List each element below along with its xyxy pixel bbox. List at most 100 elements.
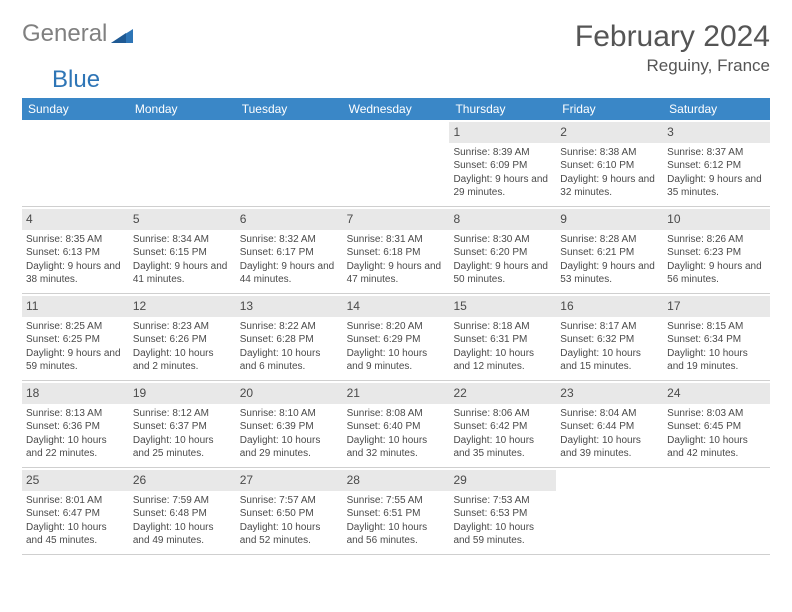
day-number-row: 27 [236, 470, 343, 491]
day-number: 27 [240, 473, 253, 487]
sunrise-text: Sunrise: 7:53 AM [453, 494, 552, 508]
day-number-row: 16 [556, 296, 663, 317]
logo-triangle-icon [111, 25, 133, 43]
sunrise-text: Sunrise: 8:03 AM [667, 407, 766, 421]
day-cell: 23Sunrise: 8:04 AMSunset: 6:44 PMDayligh… [556, 381, 663, 467]
sunrise-text: Sunrise: 8:26 AM [667, 233, 766, 247]
daylight-text: Daylight: 10 hours and 9 minutes. [347, 347, 446, 374]
day-cell [556, 468, 663, 554]
sunset-text: Sunset: 6:36 PM [26, 420, 125, 434]
daylight-text: Daylight: 10 hours and 45 minutes. [26, 521, 125, 548]
daylight-text: Daylight: 9 hours and 29 minutes. [453, 173, 552, 200]
day-number: 8 [453, 212, 460, 226]
daylight-text: Daylight: 9 hours and 56 minutes. [667, 260, 766, 287]
daylight-text: Daylight: 10 hours and 56 minutes. [347, 521, 446, 548]
daylight-text: Daylight: 10 hours and 32 minutes. [347, 434, 446, 461]
sunrise-text: Sunrise: 8:06 AM [453, 407, 552, 421]
month-title: February 2024 [575, 20, 770, 54]
sunset-text: Sunset: 6:45 PM [667, 420, 766, 434]
day-number: 15 [453, 299, 466, 313]
sunrise-text: Sunrise: 8:31 AM [347, 233, 446, 247]
daylight-text: Daylight: 9 hours and 44 minutes. [240, 260, 339, 287]
day-number-row: 25 [22, 470, 129, 491]
sunrise-text: Sunrise: 8:32 AM [240, 233, 339, 247]
sunset-text: Sunset: 6:32 PM [560, 333, 659, 347]
day-cell: 10 Sunrise: 8:26 AMSunset: 6:23 PMDayligh… [663, 207, 770, 293]
daylight-text: Daylight: 10 hours and 29 minutes. [240, 434, 339, 461]
day-cell: 1Sunrise: 8:39 AMSunset: 6:09 PMDaylight… [449, 120, 556, 206]
daylight-text: Daylight: 10 hours and 42 minutes. [667, 434, 766, 461]
day-cell: 4Sunrise: 8:35 AMSunset: 6:13 PMDaylight… [22, 207, 129, 293]
day-cell: 5Sunrise: 8:34 AMSunset: 6:15 PMDaylight… [129, 207, 236, 293]
sunset-text: Sunset: 6:51 PM [347, 507, 446, 521]
day-number: 18 [26, 386, 39, 400]
week-row: 1Sunrise: 8:39 AMSunset: 6:09 PMDaylight… [22, 120, 770, 207]
day-header: Friday [556, 98, 663, 120]
daylight-text: Daylight: 10 hours and 59 minutes. [453, 521, 552, 548]
day-cell: 7Sunrise: 8:31 AMSunset: 6:18 PMDaylight… [343, 207, 450, 293]
sunset-text: Sunset: 6:37 PM [133, 420, 232, 434]
logo-text-blue: Blue [52, 66, 100, 93]
day-number: 22 [453, 386, 466, 400]
day-number-row: 15 [449, 296, 556, 317]
day-number-row: 9 [556, 209, 663, 230]
day-cell: 26Sunrise: 7:59 AMSunset: 6:48 PMDayligh… [129, 468, 236, 554]
day-number: 9 [560, 212, 567, 226]
day-number: 20 [240, 386, 253, 400]
calendar-body: 1Sunrise: 8:39 AMSunset: 6:09 PMDaylight… [22, 120, 770, 555]
day-cell: 15Sunrise: 8:18 AMSunset: 6:31 PMDayligh… [449, 294, 556, 380]
sunrise-text: Sunrise: 8:23 AM [133, 320, 232, 334]
day-number: 17 [667, 299, 680, 313]
sunrise-text: Sunrise: 8:17 AM [560, 320, 659, 334]
day-number-row: 23 [556, 383, 663, 404]
sunset-text: Sunset: 6:39 PM [240, 420, 339, 434]
sunset-text: Sunset: 6:23 PM [667, 246, 766, 260]
sunrise-text: Sunrise: 8:08 AM [347, 407, 446, 421]
daylight-text: Daylight: 9 hours and 53 minutes. [560, 260, 659, 287]
day-cell: 11Sunrise: 8:25 AMSunset: 6:25 PMDayligh… [22, 294, 129, 380]
day-number-row: 12 [129, 296, 236, 317]
day-cell [22, 120, 129, 206]
day-number: 13 [240, 299, 253, 313]
sunset-text: Sunset: 6:13 PM [26, 246, 125, 260]
daylight-text: Daylight: 9 hours and 41 minutes. [133, 260, 232, 287]
day-header: Saturday [663, 98, 770, 120]
sunset-text: Sunset: 6:25 PM [26, 333, 125, 347]
sunset-text: Sunset: 6:31 PM [453, 333, 552, 347]
sunrise-text: Sunrise: 8:12 AM [133, 407, 232, 421]
daylight-text: Daylight: 10 hours and 49 minutes. [133, 521, 232, 548]
day-number: 14 [347, 299, 360, 313]
sunset-text: Sunset: 6:09 PM [453, 159, 552, 173]
sunset-text: Sunset: 6:29 PM [347, 333, 446, 347]
day-number-row: 11 [22, 296, 129, 317]
day-cell: 3Sunrise: 8:37 AMSunset: 6:12 PMDaylight… [663, 120, 770, 206]
daylight-text: Daylight: 9 hours and 50 minutes. [453, 260, 552, 287]
day-header: Wednesday [343, 98, 450, 120]
logo-text-gray: General [22, 20, 107, 48]
day-number: 2 [560, 125, 567, 139]
day-number: 10 [667, 212, 680, 226]
sunrise-text: Sunrise: 8:22 AM [240, 320, 339, 334]
sunset-text: Sunset: 6:40 PM [347, 420, 446, 434]
day-number-row: 20 [236, 383, 343, 404]
daylight-text: Daylight: 9 hours and 38 minutes. [26, 260, 125, 287]
day-number-row: 8 [449, 209, 556, 230]
day-number-row: 26 [129, 470, 236, 491]
day-number: 21 [347, 386, 360, 400]
day-number: 26 [133, 473, 146, 487]
day-number-row: 17 [663, 296, 770, 317]
sunrise-text: Sunrise: 8:38 AM [560, 146, 659, 160]
logo: General [22, 20, 135, 48]
sunrise-text: Sunrise: 8:28 AM [560, 233, 659, 247]
sunrise-text: Sunrise: 8:15 AM [667, 320, 766, 334]
daylight-text: Daylight: 10 hours and 35 minutes. [453, 434, 552, 461]
day-cell [236, 120, 343, 206]
day-number-row: 22 [449, 383, 556, 404]
daylight-text: Daylight: 10 hours and 2 minutes. [133, 347, 232, 374]
sunset-text: Sunset: 6:28 PM [240, 333, 339, 347]
week-row: 4Sunrise: 8:35 AMSunset: 6:13 PMDaylight… [22, 207, 770, 294]
day-number-row: 3 [663, 122, 770, 143]
day-cell [343, 120, 450, 206]
day-cell: 14Sunrise: 8:20 AMSunset: 6:29 PMDayligh… [343, 294, 450, 380]
day-cell: 28Sunrise: 7:55 AMSunset: 6:51 PMDayligh… [343, 468, 450, 554]
